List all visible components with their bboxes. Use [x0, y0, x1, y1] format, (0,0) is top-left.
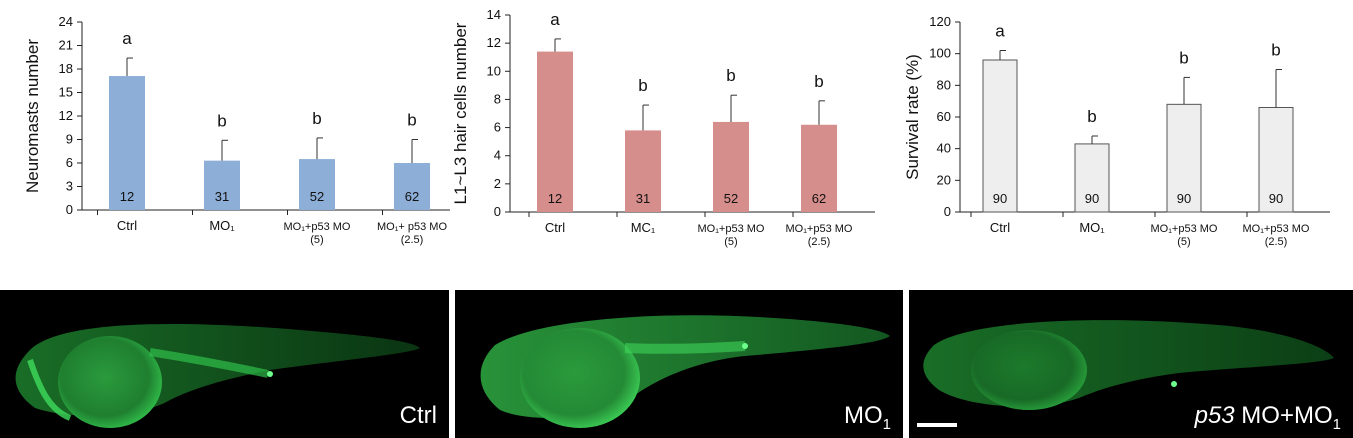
image-label-ctrl: Ctrl — [399, 402, 437, 429]
image-label-p53-mo-mo1: p53 MO+MO1 — [1194, 402, 1341, 433]
y-tick-label: 0 — [944, 204, 951, 219]
chart-neuromasts: 0 3 6 9 12 15 18 21 24 Neuromasts number a 12 Ctrl b 3… — [23, 14, 450, 246]
bar — [1074, 143, 1110, 213]
scale-bar — [917, 423, 957, 427]
y-tick-label: 8 — [494, 91, 501, 106]
category-label: MO₁ — [1079, 220, 1105, 235]
y-tick-label: 6 — [494, 120, 501, 135]
y-tick-label: 60 — [937, 109, 951, 124]
category-label: Ctrl — [990, 220, 1010, 235]
y-tick-label: 0 — [66, 202, 73, 217]
y-tick-label: 9 — [66, 132, 73, 147]
category-label: MO₁+p53 MO — [284, 221, 351, 233]
sample-size-label: 62 — [812, 191, 826, 206]
y-tick-label: 15 — [59, 85, 73, 100]
significance-letter: b — [1179, 48, 1188, 67]
sample-size-label: 90 — [993, 191, 1007, 206]
zebrafish-larva-mo1 — [480, 315, 890, 428]
sample-size-label: 52 — [724, 191, 738, 206]
bar — [537, 51, 573, 213]
bar — [299, 159, 335, 210]
sample-size-label: 90 — [1269, 191, 1283, 206]
y-tick-label: 21 — [59, 38, 73, 53]
bar — [625, 130, 661, 212]
y-tick-label: 20 — [937, 172, 951, 187]
y-tick-label: 12 — [487, 35, 501, 50]
significance-letter: b — [407, 111, 416, 130]
y-tick-label: 4 — [494, 148, 501, 163]
significance-letter: b — [726, 66, 735, 85]
category-label: MO₁ — [209, 218, 235, 233]
sample-size-label: 31 — [215, 189, 229, 204]
bar — [801, 124, 837, 212]
y-tick-label: 0 — [494, 204, 501, 219]
significance-letter: b — [1087, 107, 1096, 126]
sample-size-label: 12 — [120, 189, 134, 204]
bar — [394, 163, 430, 210]
y-axis-title: L1~L3 hair cells number — [451, 22, 470, 204]
zebrafish-larva-p53-mo-mo1 — [923, 320, 1334, 410]
bar — [204, 160, 240, 210]
bar — [1258, 107, 1294, 213]
y-tick-label: 6 — [66, 155, 73, 170]
sample-size-label: 31 — [636, 191, 650, 206]
category-label: Ctrl — [117, 218, 137, 233]
y-tick-label: 40 — [937, 141, 951, 156]
significance-letter: b — [1271, 41, 1280, 60]
y-tick-label: 80 — [937, 77, 951, 92]
bar — [713, 121, 749, 212]
y-tick-label: 10 — [487, 63, 501, 78]
bar — [1166, 103, 1202, 213]
significance-letter: b — [312, 109, 321, 128]
category-label: MO₁+p53 MO — [698, 223, 765, 235]
category-label: MO₁+p53 MO — [1151, 223, 1218, 235]
category-sublabel: (2.5) — [1265, 236, 1288, 248]
category-label: MO₁+p53 MO — [786, 223, 853, 235]
microscopy-image-mo1: MO1 — [455, 290, 903, 438]
sample-size-label: 90 — [1085, 191, 1099, 206]
significance-letter: b — [217, 111, 226, 130]
category-label: Ctrl — [545, 220, 565, 235]
sample-size-label: 62 — [405, 189, 419, 204]
category-sublabel: (5) — [1177, 236, 1190, 248]
bar — [982, 59, 1018, 213]
category-sublabel: (5) — [310, 234, 323, 246]
y-tick-label: 2 — [494, 176, 501, 191]
category-label: MC₁ — [631, 220, 656, 235]
chart-hair-cells: 0 2 4 6 8 10 12 14 L1~L3 hair cells number a 12 Ctr… — [451, 7, 875, 248]
y-tick-label: 24 — [59, 14, 73, 29]
y-tick-label: 18 — [59, 61, 73, 76]
category-label: MO₁+ p53 MO — [377, 221, 447, 233]
category-sublabel: (2.5) — [401, 234, 424, 246]
y-tick-label: 12 — [59, 108, 73, 123]
sample-size-label: 52 — [310, 189, 324, 204]
significance-letter: b — [638, 76, 647, 95]
y-tick-label: 100 — [929, 46, 951, 61]
significance-letter: a — [550, 10, 560, 29]
y-axis-title: Neuromasts number — [23, 39, 42, 193]
category-sublabel: (5) — [724, 236, 737, 248]
y-tick-label: 3 — [66, 179, 73, 194]
significance-letter: a — [995, 22, 1005, 41]
y-tick-label: 14 — [487, 7, 501, 22]
sample-size-label: 90 — [1177, 191, 1191, 206]
bar — [109, 76, 145, 210]
microscopy-image-p53-mo-mo1: p53 MO+MO1 — [909, 290, 1353, 438]
y-tick-label: 120 — [929, 14, 951, 29]
microscopy-image-ctrl: Ctrl — [0, 290, 449, 438]
y-axis-title: Survival rate (%) — [903, 54, 922, 180]
significance-letter: a — [122, 29, 132, 48]
chart-survival-rate: 0 20 40 60 80 100 120 Survival rate (%) a 90 Ctrl b… — [903, 14, 1330, 248]
zebrafish-larva-ctrl — [15, 324, 420, 428]
category-label: MO₁+p53 MO — [1243, 223, 1310, 235]
significance-letter: b — [814, 72, 823, 91]
category-sublabel: (2.5) — [808, 236, 831, 248]
image-label-mo1: MO1 — [843, 402, 891, 433]
sample-size-label: 12 — [548, 191, 562, 206]
